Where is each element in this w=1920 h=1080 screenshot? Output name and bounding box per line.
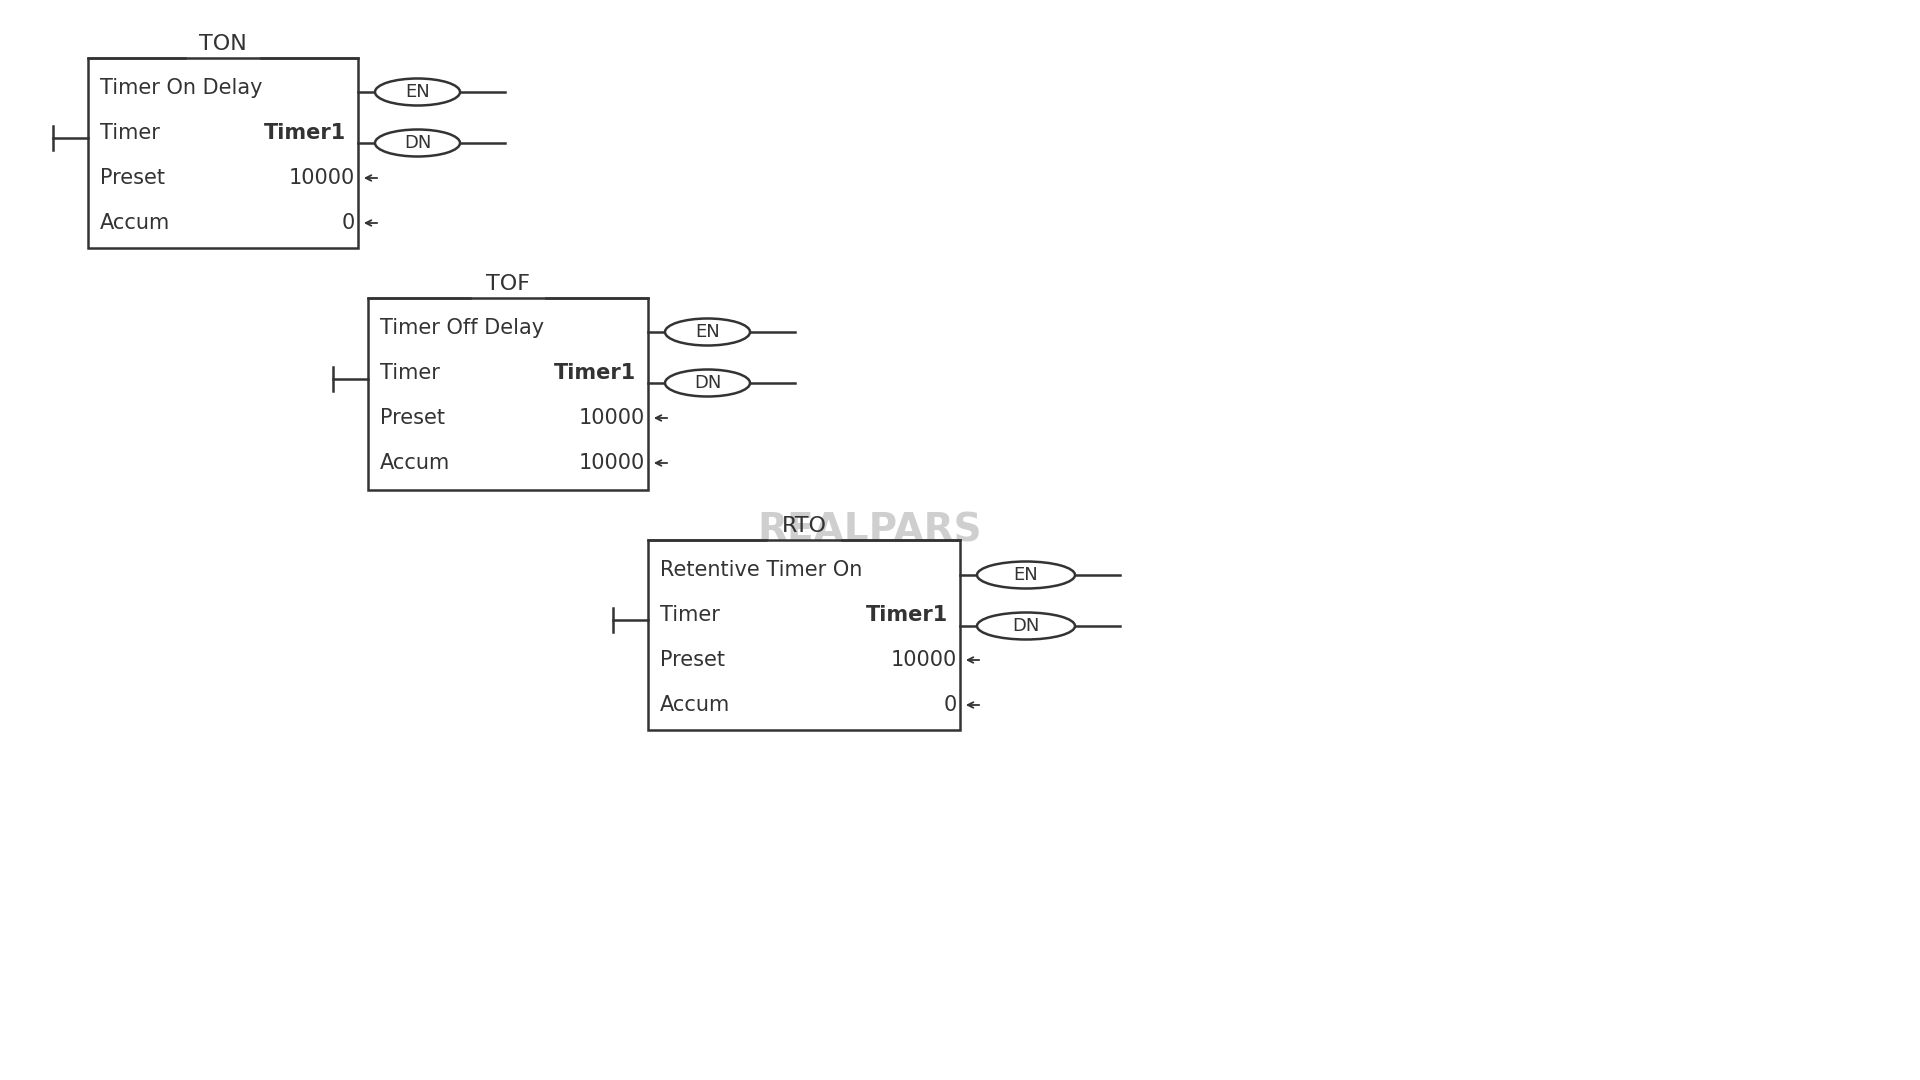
Bar (88, 58, 357, 248)
Text: 10000: 10000 (578, 453, 645, 473)
Text: 10000: 10000 (578, 408, 645, 428)
Text: REALPARS: REALPARS (758, 511, 983, 549)
Text: Accum: Accum (660, 696, 730, 715)
Ellipse shape (664, 319, 751, 346)
Text: TON: TON (200, 33, 248, 54)
Ellipse shape (374, 79, 461, 106)
Ellipse shape (374, 130, 461, 157)
Text: DN: DN (403, 134, 432, 152)
Text: Timer: Timer (100, 123, 159, 143)
Text: Timer1: Timer1 (263, 123, 346, 143)
Text: Timer1: Timer1 (553, 363, 636, 383)
Text: 10000: 10000 (288, 168, 355, 188)
Text: EN: EN (405, 83, 430, 102)
Bar (649, 540, 960, 730)
Text: 0: 0 (342, 213, 355, 233)
Text: DN: DN (693, 374, 722, 392)
Text: Timer Off Delay: Timer Off Delay (380, 318, 543, 338)
Bar (369, 298, 649, 490)
Text: Accum: Accum (380, 453, 451, 473)
Text: Retentive Timer On: Retentive Timer On (660, 561, 862, 580)
Text: Timer1: Timer1 (866, 605, 948, 625)
Text: TOF: TOF (486, 274, 530, 294)
Text: 0: 0 (945, 696, 956, 715)
Text: 10000: 10000 (891, 650, 956, 670)
Ellipse shape (977, 612, 1075, 639)
Text: DN: DN (1012, 617, 1041, 635)
Text: Timer: Timer (660, 605, 720, 625)
Text: Timer: Timer (380, 363, 440, 383)
Text: RTO: RTO (781, 516, 826, 536)
Text: EN: EN (1014, 566, 1039, 584)
Text: Timer On Delay: Timer On Delay (100, 78, 263, 98)
Text: Preset: Preset (100, 168, 165, 188)
Text: Preset: Preset (660, 650, 726, 670)
Ellipse shape (664, 369, 751, 396)
Ellipse shape (977, 562, 1075, 589)
Text: Accum: Accum (100, 213, 171, 233)
Text: EN: EN (695, 323, 720, 341)
Text: Preset: Preset (380, 408, 445, 428)
